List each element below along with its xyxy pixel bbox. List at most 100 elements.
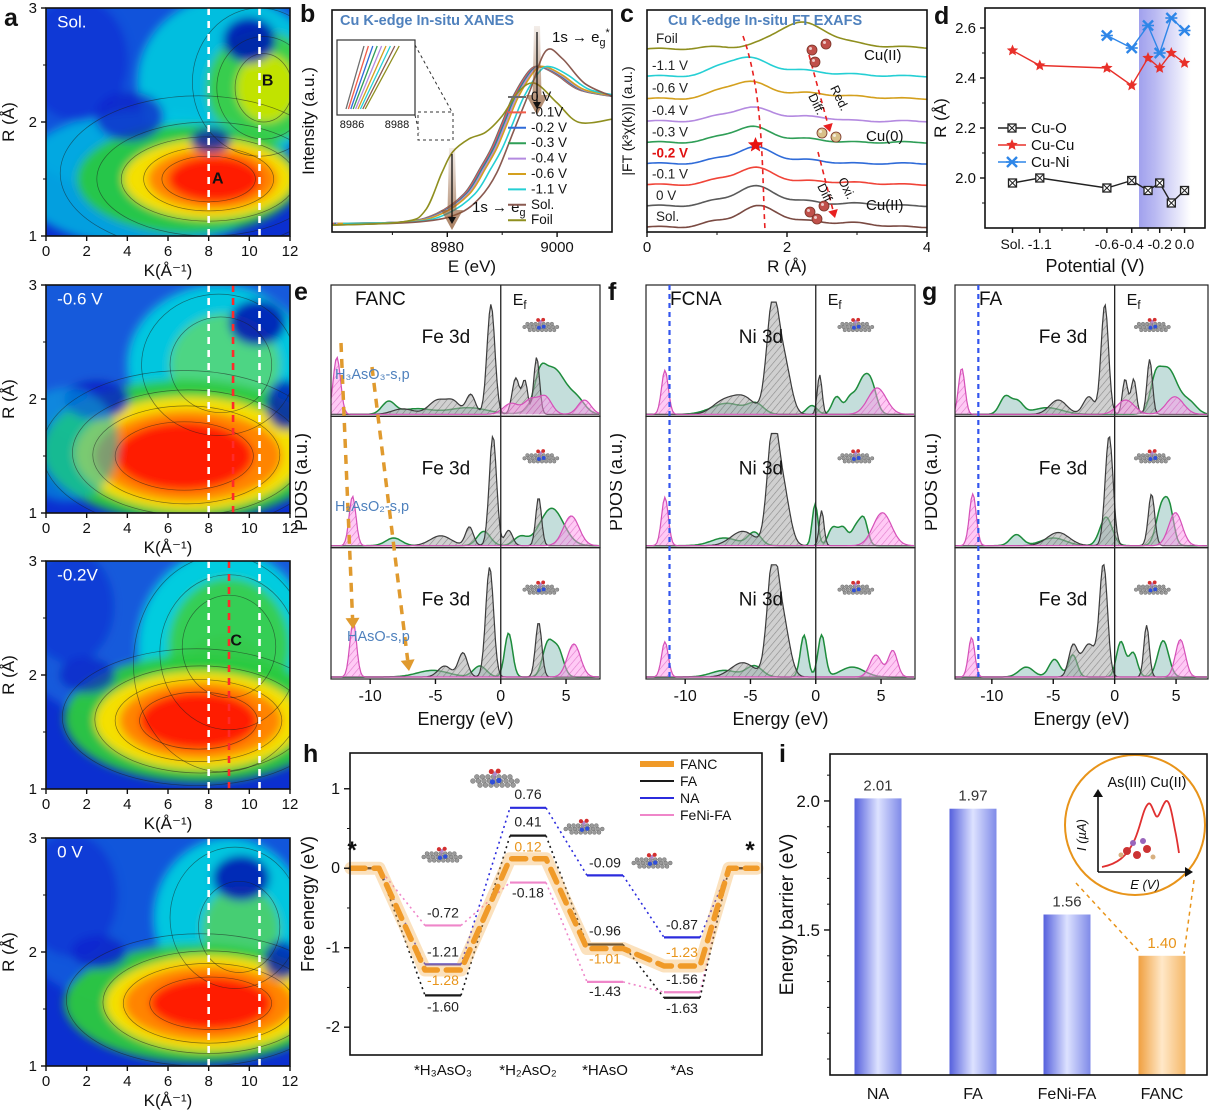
legend-item-FANC: FANC bbox=[680, 756, 717, 772]
x-axis-label: K(Å⁻¹) bbox=[144, 1091, 193, 1110]
panel-title: Cu K-edge In-situ FT EXAFS bbox=[668, 13, 862, 29]
panel-letter-f: f bbox=[608, 278, 617, 306]
exafs-series-label: -0.3 V bbox=[652, 124, 688, 139]
energy-value-label: -0.18 bbox=[512, 885, 544, 901]
x-tick: 4 bbox=[123, 520, 131, 537]
panel-a-wavelet-m06v: -0.6 V 0 2 4 6 8 10 12 1 2 3 K(Å⁻¹) R (Å) bbox=[0, 277, 300, 557]
x-tick: -5 bbox=[1046, 688, 1060, 705]
pdos-subpanel-2 bbox=[646, 564, 915, 678]
bar-NA bbox=[854, 798, 902, 1075]
panel-g-pdos-fa: Fe 3d Fe 3d Fe 3d FA Ef​ -10 -5 0 5 Energy (eV) PD… bbox=[921, 277, 1213, 735]
molecule-inset bbox=[421, 846, 463, 863]
y-axis-label: R (Å) bbox=[0, 655, 18, 695]
x-tick: 4 bbox=[123, 796, 131, 813]
legend-item--0.1V: -0.1V bbox=[531, 104, 563, 119]
species-label-Cu(0): Cu(0) bbox=[866, 128, 904, 145]
wavelet-heatmap: -0.6 V bbox=[46, 285, 290, 513]
y-tick: -1 bbox=[326, 940, 340, 957]
arrow-word: Red. bbox=[827, 83, 851, 113]
inset-y-label: I (µA) bbox=[1074, 819, 1089, 851]
inset-title: As(III) Cu(II) bbox=[1108, 775, 1187, 791]
y-tick: 3 bbox=[29, 0, 37, 17]
adsorbate-label: H₂AsO₂-s,p bbox=[335, 499, 409, 515]
transition-annotation: 1s → eg​ bbox=[472, 199, 526, 219]
pdos-subpanel-0 bbox=[954, 303, 1208, 416]
metal-orbital-label: Fe 3d bbox=[1039, 327, 1088, 348]
wavelet-heatmap: Sol. A B bbox=[46, 8, 290, 236]
x-tick: 10 bbox=[241, 243, 258, 260]
y-tick: 2.0 bbox=[796, 792, 820, 811]
fermi-level-label: Ef​ bbox=[1127, 292, 1142, 312]
x-axis-label: K(Å⁻¹) bbox=[144, 814, 193, 833]
exafs-curve--0.3 V bbox=[647, 125, 927, 144]
bar-value-label: 1.40 bbox=[1147, 935, 1176, 952]
exafs-series-label: -0.2 V bbox=[652, 145, 688, 160]
panel-h-free-energy: -0.72 -1.21 -1.28 -1.60 0.76 0.41 0.12 -0.18 -0.… bbox=[298, 735, 775, 1113]
molecule-inset bbox=[837, 317, 875, 333]
x-tick: Sol. bbox=[1000, 236, 1024, 252]
species-label-Cu(II): Cu(II) bbox=[864, 47, 902, 64]
y-axis-label: PDOS (a.u.) bbox=[295, 433, 311, 531]
y-axis-label: R (Å) bbox=[0, 102, 18, 142]
x-category-label: *H₂AsO₂ bbox=[499, 1062, 557, 1079]
inset-x-label: E (V) bbox=[1130, 877, 1160, 892]
panel-letter-g: g bbox=[922, 278, 938, 306]
pdos-plot-FCNA: Ni 3d Ni 3d Ni 3d FCNA Ef​ -10 -5 0 5 Energy (eV)… bbox=[606, 284, 916, 729]
x-tick: -0.4 bbox=[1120, 236, 1144, 252]
series-FANC bbox=[344, 852, 764, 977]
bar-value-label: 2.01 bbox=[863, 777, 892, 794]
energy-value-label: -0.09 bbox=[589, 854, 621, 870]
y-tick: 0 bbox=[331, 860, 340, 877]
metal-orbital-label: Fe 3d bbox=[422, 327, 471, 348]
x-tick: 6 bbox=[164, 1073, 172, 1090]
metal-orbital-label: Ni 3d bbox=[739, 458, 783, 479]
bar-category-label: FANC bbox=[1141, 1086, 1184, 1103]
legend-item-Foil: Foil bbox=[531, 212, 553, 227]
x-tick: 0 bbox=[42, 520, 50, 537]
exafs-series-label: Foil bbox=[656, 31, 678, 46]
x-tick: -1.1 bbox=[1028, 236, 1052, 252]
pdos-subpanel-1 bbox=[955, 435, 1208, 547]
bar-category-label: NA bbox=[867, 1086, 890, 1103]
peak-label-C: C bbox=[230, 632, 242, 649]
bar-FeNi-FA bbox=[1043, 914, 1091, 1075]
y-axis-label: |FT (k³χ(k))| (a.u.) bbox=[622, 66, 635, 175]
y-tick: 2 bbox=[29, 944, 37, 961]
y-tick: 2.4 bbox=[955, 70, 976, 87]
y-tick: 2.0 bbox=[955, 170, 976, 187]
metal-orbital-label: Ni 3d bbox=[739, 590, 783, 611]
energy-value-label: -0.96 bbox=[589, 923, 621, 939]
bar-category-label: FA bbox=[963, 1086, 983, 1103]
xanes-curve--0.6 V bbox=[337, 65, 612, 225]
exafs-curve-0 V bbox=[647, 184, 927, 208]
x-tick: 5 bbox=[1172, 688, 1181, 705]
y-tick: 2 bbox=[29, 391, 37, 408]
fermi-level-label: Ef​ bbox=[828, 292, 843, 312]
x-category-label: *HAsO bbox=[582, 1062, 628, 1079]
y-axis-label: PDOS (a.u.) bbox=[925, 433, 941, 531]
exafs-series-label: -1.1 V bbox=[652, 58, 688, 73]
x-tick: 10 bbox=[241, 796, 258, 813]
y-tick: 2.2 bbox=[955, 120, 976, 137]
wavelet-condition-label: -0.2V bbox=[57, 565, 98, 584]
xanes-curve-Foil bbox=[332, 82, 612, 226]
panel-i-energy-barrier: 2.01 NA 1.97 FA 1.56 FeNi-FA 1.40 FANC As(III) C… bbox=[775, 735, 1213, 1113]
exafs-series-label: -0.6 V bbox=[652, 81, 688, 96]
x-tick: 2 bbox=[82, 1073, 90, 1090]
pdos-subpanel-1 bbox=[646, 432, 915, 547]
y-tick: 1 bbox=[331, 781, 340, 798]
exafs-series-label: -0.1 V bbox=[652, 167, 688, 182]
y-axis-label: Energy barrier (eV) bbox=[777, 834, 798, 996]
metal-orbital-label: Fe 3d bbox=[422, 458, 471, 479]
panel-letter-h: h bbox=[303, 740, 319, 768]
x-tick: 6 bbox=[164, 243, 172, 260]
exafs-curve--0.1 V bbox=[647, 166, 927, 187]
x-tick: -10 bbox=[674, 688, 697, 705]
inset-connector bbox=[1075, 882, 1142, 955]
free-energy-plot: -0.72 -1.21 -1.28 -1.60 0.76 0.41 0.12 -0.18 -0.… bbox=[298, 752, 764, 1079]
y-tick: 3 bbox=[29, 277, 37, 294]
panel-title: FANC bbox=[355, 289, 406, 310]
peak-label-B: B bbox=[262, 73, 274, 90]
